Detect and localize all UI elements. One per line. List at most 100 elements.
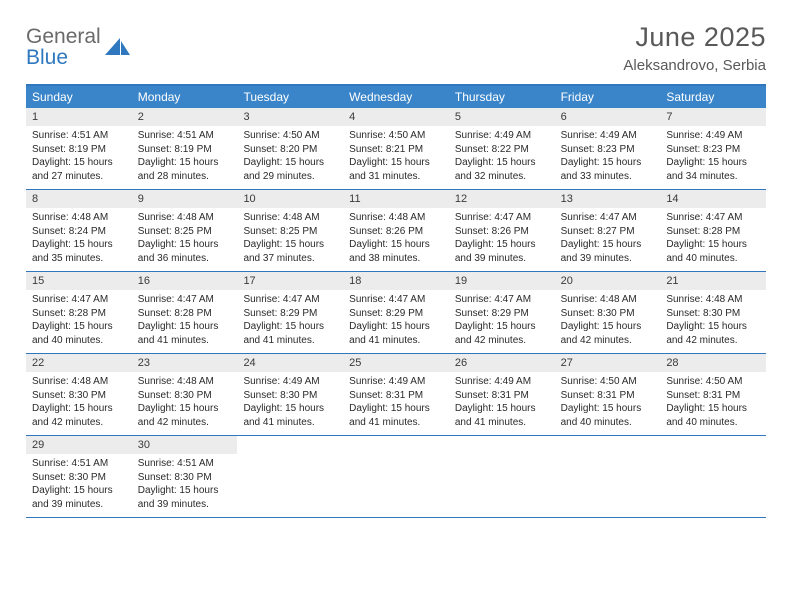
daylight-line: Daylight: 15 hours and 36 minutes. xyxy=(138,238,232,265)
day-body: Sunrise: 4:47 AMSunset: 8:28 PMDaylight:… xyxy=(132,290,238,353)
sunrise-line: Sunrise: 4:47 AM xyxy=(243,293,337,307)
sunrise-line: Sunrise: 4:48 AM xyxy=(243,211,337,225)
sunset-line: Sunset: 8:19 PM xyxy=(32,143,126,157)
day-number: 3 xyxy=(237,108,343,126)
day-cell: 8Sunrise: 4:48 AMSunset: 8:24 PMDaylight… xyxy=(26,190,132,271)
daylight-line: Daylight: 15 hours and 41 minutes. xyxy=(455,402,549,429)
day-body: Sunrise: 4:48 AMSunset: 8:30 PMDaylight:… xyxy=(132,372,238,435)
sunset-line: Sunset: 8:28 PM xyxy=(32,307,126,321)
day-body xyxy=(660,442,766,451)
dow-header: Saturday xyxy=(660,86,766,108)
dow-header-row: SundayMondayTuesdayWednesdayThursdayFrid… xyxy=(26,86,766,108)
sunset-line: Sunset: 8:30 PM xyxy=(32,389,126,403)
daylight-line: Daylight: 15 hours and 29 minutes. xyxy=(243,156,337,183)
day-cell: 19Sunrise: 4:47 AMSunset: 8:29 PMDayligh… xyxy=(449,272,555,353)
sunrise-line: Sunrise: 4:49 AM xyxy=(349,375,443,389)
daylight-line: Daylight: 15 hours and 35 minutes. xyxy=(32,238,126,265)
day-body: Sunrise: 4:49 AMSunset: 8:23 PMDaylight:… xyxy=(660,126,766,189)
day-body: Sunrise: 4:47 AMSunset: 8:26 PMDaylight:… xyxy=(449,208,555,271)
day-body: Sunrise: 4:51 AMSunset: 8:30 PMDaylight:… xyxy=(26,454,132,517)
sunrise-line: Sunrise: 4:51 AM xyxy=(138,457,232,471)
day-cell: 30Sunrise: 4:51 AMSunset: 8:30 PMDayligh… xyxy=(132,436,238,517)
day-body: Sunrise: 4:51 AMSunset: 8:19 PMDaylight:… xyxy=(132,126,238,189)
day-body: Sunrise: 4:48 AMSunset: 8:30 PMDaylight:… xyxy=(660,290,766,353)
sunset-line: Sunset: 8:30 PM xyxy=(138,471,232,485)
dow-header: Monday xyxy=(132,86,238,108)
sunrise-line: Sunrise: 4:48 AM xyxy=(32,211,126,225)
sunset-line: Sunset: 8:28 PM xyxy=(666,225,760,239)
day-number: 23 xyxy=(132,354,238,372)
day-body: Sunrise: 4:50 AMSunset: 8:31 PMDaylight:… xyxy=(660,372,766,435)
day-cell: 18Sunrise: 4:47 AMSunset: 8:29 PMDayligh… xyxy=(343,272,449,353)
week-row: 8Sunrise: 4:48 AMSunset: 8:24 PMDaylight… xyxy=(26,190,766,272)
day-cell: 10Sunrise: 4:48 AMSunset: 8:25 PMDayligh… xyxy=(237,190,343,271)
day-cell xyxy=(343,436,449,517)
sunrise-line: Sunrise: 4:49 AM xyxy=(243,375,337,389)
daylight-line: Daylight: 15 hours and 41 minutes. xyxy=(243,320,337,347)
sunrise-line: Sunrise: 4:50 AM xyxy=(243,129,337,143)
day-cell: 27Sunrise: 4:50 AMSunset: 8:31 PMDayligh… xyxy=(555,354,661,435)
day-number: 30 xyxy=(132,436,238,454)
week-row: 15Sunrise: 4:47 AMSunset: 8:28 PMDayligh… xyxy=(26,272,766,354)
calendar-grid: SundayMondayTuesdayWednesdayThursdayFrid… xyxy=(26,84,766,518)
daylight-line: Daylight: 15 hours and 27 minutes. xyxy=(32,156,126,183)
sunrise-line: Sunrise: 4:49 AM xyxy=(561,129,655,143)
day-body xyxy=(555,442,661,451)
daylight-line: Daylight: 15 hours and 42 minutes. xyxy=(32,402,126,429)
day-cell: 28Sunrise: 4:50 AMSunset: 8:31 PMDayligh… xyxy=(660,354,766,435)
sunrise-line: Sunrise: 4:50 AM xyxy=(666,375,760,389)
day-body: Sunrise: 4:48 AMSunset: 8:24 PMDaylight:… xyxy=(26,208,132,271)
day-cell: 13Sunrise: 4:47 AMSunset: 8:27 PMDayligh… xyxy=(555,190,661,271)
day-cell: 23Sunrise: 4:48 AMSunset: 8:30 PMDayligh… xyxy=(132,354,238,435)
sunset-line: Sunset: 8:29 PM xyxy=(243,307,337,321)
day-number: 6 xyxy=(555,108,661,126)
daylight-line: Daylight: 15 hours and 28 minutes. xyxy=(138,156,232,183)
sunset-line: Sunset: 8:28 PM xyxy=(138,307,232,321)
day-cell: 21Sunrise: 4:48 AMSunset: 8:30 PMDayligh… xyxy=(660,272,766,353)
day-number: 18 xyxy=(343,272,449,290)
daylight-line: Daylight: 15 hours and 32 minutes. xyxy=(455,156,549,183)
sunrise-line: Sunrise: 4:48 AM xyxy=(666,293,760,307)
day-body: Sunrise: 4:48 AMSunset: 8:30 PMDaylight:… xyxy=(26,372,132,435)
day-body xyxy=(237,442,343,451)
sunrise-line: Sunrise: 4:47 AM xyxy=(561,211,655,225)
day-number: 28 xyxy=(660,354,766,372)
sunset-line: Sunset: 8:26 PM xyxy=(455,225,549,239)
day-cell xyxy=(555,436,661,517)
sunrise-line: Sunrise: 4:49 AM xyxy=(455,375,549,389)
sunrise-line: Sunrise: 4:48 AM xyxy=(138,211,232,225)
sunset-line: Sunset: 8:30 PM xyxy=(32,471,126,485)
sunset-line: Sunset: 8:20 PM xyxy=(243,143,337,157)
logo-sail-icon xyxy=(105,38,131,56)
day-number: 15 xyxy=(26,272,132,290)
day-number: 16 xyxy=(132,272,238,290)
day-number: 20 xyxy=(555,272,661,290)
sunset-line: Sunset: 8:21 PM xyxy=(349,143,443,157)
logo-text: General Blue xyxy=(26,26,101,68)
day-number: 21 xyxy=(660,272,766,290)
day-body: Sunrise: 4:47 AMSunset: 8:29 PMDaylight:… xyxy=(237,290,343,353)
day-cell: 25Sunrise: 4:49 AMSunset: 8:31 PMDayligh… xyxy=(343,354,449,435)
sunset-line: Sunset: 8:22 PM xyxy=(455,143,549,157)
sunrise-line: Sunrise: 4:47 AM xyxy=(349,293,443,307)
sunset-line: Sunset: 8:31 PM xyxy=(666,389,760,403)
day-body: Sunrise: 4:49 AMSunset: 8:31 PMDaylight:… xyxy=(449,372,555,435)
daylight-line: Daylight: 15 hours and 34 minutes. xyxy=(666,156,760,183)
daylight-line: Daylight: 15 hours and 40 minutes. xyxy=(666,402,760,429)
day-cell: 22Sunrise: 4:48 AMSunset: 8:30 PMDayligh… xyxy=(26,354,132,435)
calendar-page: General Blue June 2025 Aleksandrovo, Ser… xyxy=(0,0,792,528)
dow-header: Tuesday xyxy=(237,86,343,108)
day-cell: 29Sunrise: 4:51 AMSunset: 8:30 PMDayligh… xyxy=(26,436,132,517)
daylight-line: Daylight: 15 hours and 39 minutes. xyxy=(32,484,126,511)
day-body: Sunrise: 4:48 AMSunset: 8:26 PMDaylight:… xyxy=(343,208,449,271)
day-number: 7 xyxy=(660,108,766,126)
day-body: Sunrise: 4:49 AMSunset: 8:22 PMDaylight:… xyxy=(449,126,555,189)
sunrise-line: Sunrise: 4:50 AM xyxy=(561,375,655,389)
sunrise-line: Sunrise: 4:51 AM xyxy=(32,457,126,471)
day-body: Sunrise: 4:47 AMSunset: 8:28 PMDaylight:… xyxy=(660,208,766,271)
logo-word-1: General xyxy=(26,25,101,48)
sunset-line: Sunset: 8:24 PM xyxy=(32,225,126,239)
sunset-line: Sunset: 8:31 PM xyxy=(455,389,549,403)
daylight-line: Daylight: 15 hours and 40 minutes. xyxy=(32,320,126,347)
daylight-line: Daylight: 15 hours and 39 minutes. xyxy=(561,238,655,265)
